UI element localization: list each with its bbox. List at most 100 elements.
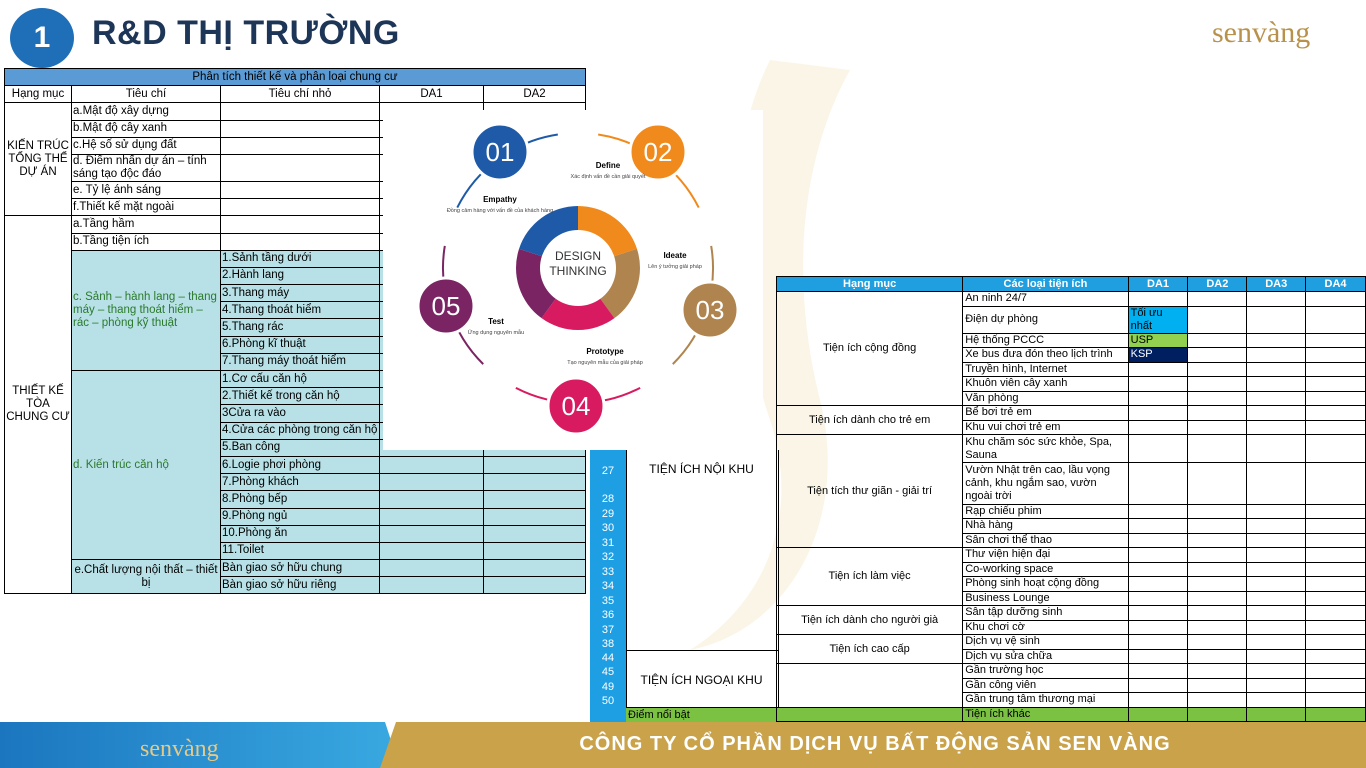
- table-row: Dịch vụ sửa chữa: [777, 648, 1366, 664]
- criteria-cell: c.Hệ số sử dụng đất: [71, 136, 221, 155]
- ring-segment: [519, 206, 578, 257]
- score-cell: [1305, 677, 1366, 693]
- row-number: 30: [601, 522, 615, 534]
- col-header: Tiêu chí: [71, 85, 221, 104]
- score-cell: [1127, 619, 1189, 635]
- ring-segment: [600, 248, 640, 319]
- criteria-cell: d. Điểm nhấn dự án – tính sáng tạo độc đ…: [71, 153, 221, 182]
- row-number: 35: [601, 595, 615, 607]
- score-cell: [1246, 692, 1307, 708]
- amenity-cell: Gần trung tâm thương mại: [962, 692, 1129, 708]
- amenity-cell: Thư viện hiện đại: [962, 547, 1129, 563]
- row-number: 28: [601, 493, 615, 505]
- amenity-cell: Rạp chiếu phim: [962, 503, 1129, 519]
- design-thinking-diagram: 01 Empathy Đồng cảm hàng với vấn đề của kh…: [383, 110, 763, 450]
- amenity-cell: An ninh 24/7: [962, 291, 1129, 307]
- amenity-cell: Văn phòng: [962, 390, 1129, 406]
- score-cell: [1187, 605, 1248, 621]
- table-row: Tiện ích làm việc Thư viện hiện đại: [775, 547, 1366, 606]
- sub-criteria-cell: 1.Cơ cấu căn hộ: [220, 369, 380, 389]
- table-row: Tiện ích cao cấp Dịch vụ vệ sinh: [775, 634, 1366, 664]
- score-cell: [1246, 619, 1307, 635]
- score-cell: [1187, 462, 1248, 505]
- group-label-external: TIỆN ÍCH NGOẠI KHU: [640, 673, 763, 687]
- diagram-center-line1: DESIGN: [555, 249, 601, 263]
- criteria-cell: f.Thiết kế mặt ngoài: [71, 198, 221, 217]
- table-row: Khuôn viên cây xanh: [777, 376, 1366, 392]
- tag-top: Tối ưu nhất: [1127, 305, 1189, 334]
- score-cell: [1305, 634, 1366, 650]
- score-cell: [1305, 405, 1366, 421]
- col-header: DA1: [1127, 276, 1189, 292]
- score-cell: [1246, 663, 1307, 679]
- score-cell: [1246, 291, 1307, 307]
- group-cell: Tiện ích dành cho trẻ em: [775, 405, 964, 435]
- amenities-table: Hạng mục Các loại tiện ích DA1 DA2 DA3 D…: [775, 276, 1366, 722]
- sub-criteria-cell: 7.Phòng khách: [220, 473, 380, 492]
- criteria-cell: a.Tầng hầm: [71, 215, 221, 234]
- logo-text: senvàng: [1212, 16, 1310, 49]
- col-header: DA2: [1187, 276, 1248, 292]
- sub-criteria-cell: 5.Ban công: [220, 438, 380, 457]
- amenity-cell: Gần công viên: [962, 677, 1129, 693]
- score-cell: [1187, 648, 1248, 664]
- score-cell: [1187, 518, 1248, 534]
- amenity-cell: Sân chơi thể thao: [962, 532, 1129, 548]
- col-header: Hạng mục: [4, 85, 72, 104]
- amenity-cell: Hệ thống PCCC: [962, 332, 1129, 348]
- row-number: 44: [601, 652, 615, 664]
- amenity-cell: Phòng sinh hoạt cộng đồng: [962, 576, 1129, 592]
- row-number: 27: [601, 465, 615, 477]
- step-number: 01: [486, 137, 515, 167]
- score-cell: [1187, 419, 1248, 435]
- score-cell: [1187, 692, 1248, 708]
- table-row: Điện dự phòng Tối ưu nhất: [777, 305, 1366, 334]
- sub-criteria-cell: 10.Phòng ăn: [220, 524, 380, 543]
- step-description: Xác định vấn đề cần giải quyết: [571, 174, 646, 180]
- score-cell: [1187, 332, 1248, 348]
- score-cell: [1305, 532, 1366, 548]
- step-circle: [546, 376, 606, 436]
- step-circle: [680, 280, 740, 340]
- col-header: DA4: [1305, 276, 1366, 292]
- criteria-cell: e.Chất lượng nội thất – thiết bị: [71, 559, 221, 595]
- score-cell: [1305, 390, 1366, 406]
- step-title: Define: [596, 161, 621, 170]
- table-row: Vườn Nhật trên cao, lầu vọng cảnh, khu n…: [777, 462, 1366, 505]
- amenity-cell: Co-working space: [962, 561, 1129, 577]
- tag-usp: USP: [1127, 332, 1189, 348]
- table-row: Business Lounge: [777, 590, 1366, 606]
- sub-criteria-cell: 3.Thang máy: [220, 284, 380, 303]
- score-cell: [1246, 347, 1307, 363]
- score-cell: [1246, 590, 1307, 606]
- score-cell: [1246, 547, 1307, 563]
- score-cell: [1187, 376, 1248, 392]
- table-row: Xe bus đưa đón theo lịch trình KSP: [777, 347, 1366, 363]
- row-number: 31: [601, 537, 615, 549]
- score-cell: [1305, 361, 1366, 377]
- score-cell: [1246, 706, 1307, 722]
- sub-criteria-cell: 4.Thang thoát hiểm: [220, 301, 380, 320]
- score-cell: [1187, 663, 1248, 679]
- score-cell: [1127, 561, 1189, 577]
- criteria-cell: a.Mật độ xây dựng: [71, 102, 221, 121]
- score-cell: [1246, 361, 1307, 377]
- score-cell: [1187, 590, 1248, 606]
- row-number: 32: [601, 551, 615, 563]
- amenity-cell: Gần trường học: [962, 663, 1129, 679]
- sub-criteria-cell: 3Cửa ra vào: [220, 404, 380, 423]
- diagram-center-line2: THINKING: [549, 264, 606, 278]
- slide-number-badge: 1: [10, 8, 74, 68]
- sub-criteria-cell: 6.Phòng kĩ thuật: [220, 335, 380, 354]
- sen-vang-logo: senvàng: [1212, 16, 1310, 49]
- score-cell: [1246, 462, 1307, 505]
- table-row: Tiện ích dành cho người già Sân tập dưỡng…: [775, 605, 1366, 635]
- score-cell: [1246, 518, 1307, 534]
- group-cell: [775, 663, 964, 722]
- table-row: Tiện ích cộng đồng An ninh 24/7: [775, 291, 1366, 406]
- score-cell: [1305, 619, 1366, 635]
- amenity-cell: Khu chơi cờ: [962, 619, 1129, 635]
- step-circle: [416, 276, 476, 336]
- amenity-cell: Xe bus đưa đón theo lịch trình: [962, 347, 1129, 363]
- col-header: DA3: [1246, 276, 1307, 292]
